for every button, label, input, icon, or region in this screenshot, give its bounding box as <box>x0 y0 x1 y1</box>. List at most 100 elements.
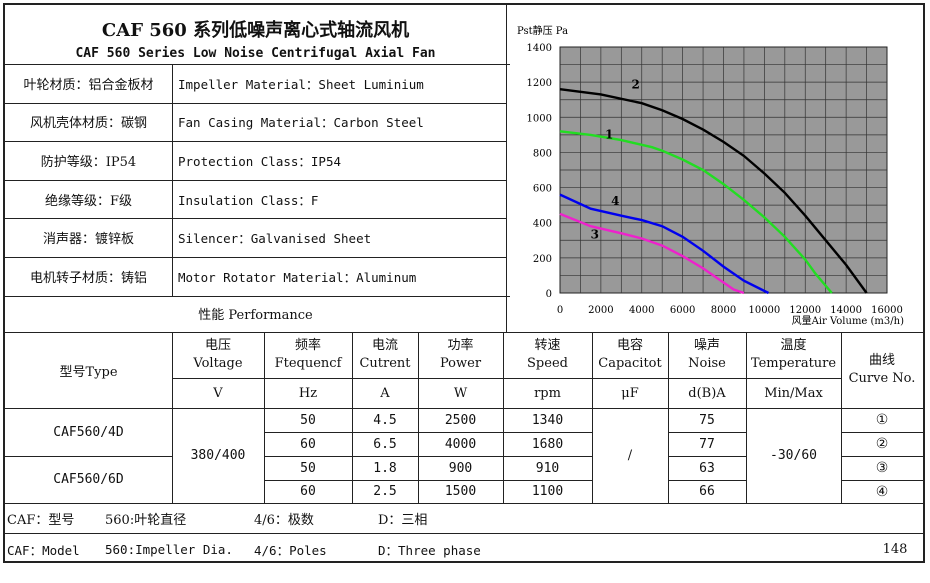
header-cn: 电压 <box>204 338 231 353</box>
header-cn: 电容 <box>616 338 643 353</box>
spec-value-en: Fan Casing Material：Carbon Steel <box>178 115 424 131</box>
table-col-divider <box>592 332 593 503</box>
curve-annotation: 4 <box>611 194 619 208</box>
y-tick-label: 400 <box>533 219 552 230</box>
cell-noise: 77 <box>699 436 715 452</box>
row-divider <box>668 456 746 457</box>
cell-curve: ③ <box>841 456 923 480</box>
cell-curve: ① <box>841 408 923 432</box>
footer-en-item: CAF：Model <box>7 542 80 558</box>
temperature-value: -30/60 <box>770 448 817 463</box>
header-en: Curve No. <box>848 371 916 386</box>
spec-row-divider <box>5 218 506 220</box>
table-header: 电容 Capacitot <box>592 334 668 376</box>
spec-label-cn: 消声器：镀锌板 <box>42 232 134 248</box>
x-tick-label: 10000 <box>748 305 780 316</box>
header-cn: 温度 <box>780 338 807 353</box>
spec-row-divider <box>5 141 506 143</box>
title-cn: CAF 560 系列低噪声离心式轴流风机 <box>101 20 410 41</box>
table-col-divider <box>503 332 504 503</box>
spec-value-en: Motor Rotator Material：Aluminum <box>178 269 417 285</box>
cell-w: 4000 <box>444 436 477 452</box>
table-col-divider <box>418 332 419 503</box>
page-number: 148 <box>882 541 908 557</box>
table-header: 电压 Voltage <box>172 334 264 376</box>
row-divider <box>841 456 923 457</box>
cell-noise: 63 <box>699 460 715 476</box>
spec-label-cn: 风机壳体材质：碳钢 <box>29 116 147 132</box>
y-tick-label: 1000 <box>527 113 552 124</box>
footer-cn-item: 560:叶轮直径 <box>105 513 187 528</box>
series-line-4 <box>559 193 770 295</box>
header-cn: 频率 <box>294 338 321 353</box>
cell-a: 4.5 <box>373 412 397 428</box>
cell-hz: 60 <box>300 436 316 452</box>
header-cn: 电流 <box>371 338 398 353</box>
y-tick-label: 200 <box>533 254 552 265</box>
table-header: 频率 Ftequencf <box>264 334 352 376</box>
x-tick-label: 4000 <box>629 305 654 316</box>
x-tick-label: 6000 <box>670 305 695 316</box>
footer-cn-item: D：三相 <box>378 513 428 528</box>
header-cn: 曲线 <box>868 353 895 368</box>
spec-value-en: Protection Class：IP54 <box>178 153 342 169</box>
cell-rpm: 910 <box>535 460 560 476</box>
row-divider <box>668 432 746 433</box>
spec-label-cn: 电机转子材质：铸铝 <box>29 270 147 286</box>
header-en: Cutrent <box>359 356 411 371</box>
x-tick-label: 12000 <box>789 305 821 316</box>
series-line-1 <box>559 130 833 294</box>
model-4d: CAF560/4D <box>53 424 124 440</box>
curve-number: ② <box>875 436 889 452</box>
header-en: Ftequencf <box>274 356 342 371</box>
spec-label-cn: 绝缘等级：F级 <box>44 193 133 209</box>
capacitor-value: / <box>627 448 633 463</box>
spec-value-en: Insulation Class：F <box>178 192 319 208</box>
cell-curve: ② <box>841 432 923 456</box>
y-tick-label: 1200 <box>527 78 552 89</box>
table-header: 功率 Power <box>418 334 503 376</box>
cell-rpm: 1340 <box>531 412 564 428</box>
table-header: 电流 Cutrent <box>352 334 418 376</box>
curve-annotation: 2 <box>632 77 640 91</box>
spec-sheet-frame <box>3 3 925 563</box>
header-en: Capacitot <box>598 356 662 371</box>
voltage-value: 380/400 <box>190 448 246 463</box>
header-cn: 噪声 <box>693 338 720 353</box>
spec-value-en: Silencer：Galvanised Sheet <box>178 231 372 247</box>
series-line-2 <box>559 88 868 294</box>
y-tick-label: 600 <box>533 184 552 195</box>
spec-row-divider <box>5 257 506 258</box>
cell-a: 6.5 <box>373 436 397 452</box>
header-cn: 功率 <box>447 338 474 353</box>
table-type-header: 型号Type <box>59 364 118 380</box>
spec-label-cn: 防护等级：IP54 <box>40 154 137 170</box>
curve-number: ③ <box>875 460 889 476</box>
table-header: 转速 Speed <box>503 334 592 376</box>
cell-a: 2.5 <box>373 484 397 499</box>
cell-noise: 75 <box>699 412 715 428</box>
table-header-unit: rpm <box>534 385 561 401</box>
y-tick-label: 800 <box>533 148 552 159</box>
y-tick-label: 1400 <box>527 43 552 54</box>
table-col-divider <box>352 332 353 503</box>
curve-header: 曲线 Curve No. <box>841 340 923 400</box>
spec-label-cn: 叶轮材质：铝合金板材 <box>23 77 154 93</box>
x-tick-label: 8000 <box>711 305 736 316</box>
spec-value-en: Impeller Material：Sheet Luminium <box>178 76 424 92</box>
footer-cn-item: CAF：型号 <box>7 513 75 528</box>
header-cn: 转速 <box>534 338 561 353</box>
header-en: Speed <box>527 356 568 371</box>
curve-number: ① <box>875 412 889 428</box>
table-header-unit: d(B)A <box>688 385 726 401</box>
table-header-unit: A <box>380 385 390 401</box>
cell-rpm: 1100 <box>531 484 564 499</box>
cell-w: 2500 <box>444 412 477 428</box>
row-divider <box>841 480 923 481</box>
performance-label: 性能 Performance <box>198 308 313 323</box>
row-divider <box>5 456 172 457</box>
table-header-unit: Min/Max <box>764 385 823 401</box>
cell-w: 1500 <box>444 484 477 499</box>
cell-w: 900 <box>448 460 473 476</box>
footer-en-item: 560:Impeller Dia. <box>105 541 233 557</box>
